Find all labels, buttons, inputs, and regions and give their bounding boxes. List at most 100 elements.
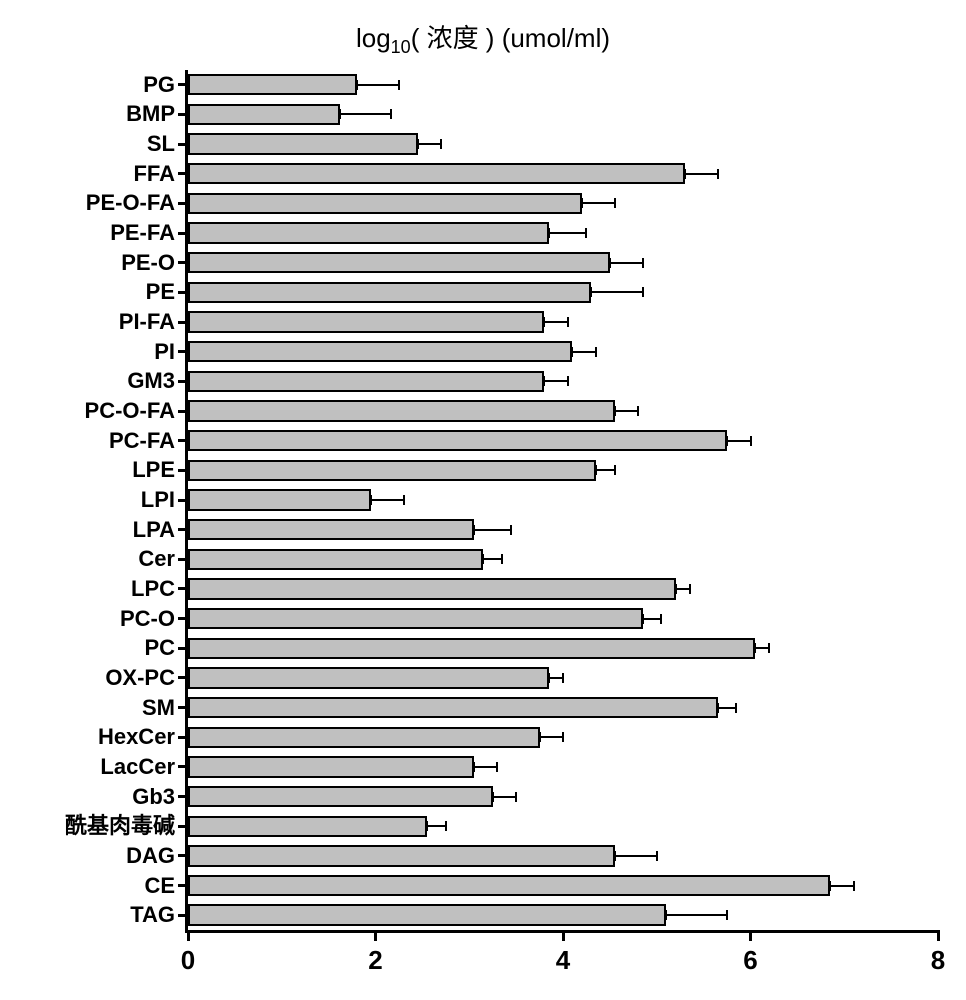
error-bar-cap — [398, 80, 400, 90]
bar — [188, 74, 357, 95]
y-axis-tick — [178, 232, 188, 235]
y-axis-label: TAG — [130, 904, 175, 926]
bar — [188, 727, 540, 748]
y-axis-label: OX-PC — [105, 667, 175, 689]
error-bar-line — [549, 677, 563, 679]
bar — [188, 519, 474, 540]
bar — [188, 756, 474, 777]
y-axis-label: PG — [143, 74, 175, 96]
error-bar-cap — [735, 703, 737, 713]
bar — [188, 578, 676, 599]
error-bar-line — [493, 796, 516, 798]
error-bar-cap — [543, 317, 545, 327]
bar — [188, 193, 582, 214]
error-bar-cap — [473, 762, 475, 772]
y-axis-tick — [178, 380, 188, 383]
error-bar-cap — [660, 614, 662, 624]
error-bar-cap — [614, 198, 616, 208]
error-bar-cap — [403, 495, 405, 505]
bar — [188, 163, 685, 184]
y-axis-label: PC-O — [120, 608, 175, 630]
error-bar-cap — [614, 406, 616, 416]
y-axis-tick — [178, 202, 188, 205]
error-bar-line — [718, 707, 737, 709]
error-bar-line — [483, 558, 502, 560]
error-bar-cap — [510, 525, 512, 535]
error-bar-line — [596, 469, 615, 471]
bar — [188, 252, 610, 273]
error-bar-line — [666, 914, 727, 916]
error-bar-line — [685, 173, 718, 175]
y-axis-label: PI — [154, 341, 175, 363]
y-axis-label: LPI — [141, 489, 175, 511]
error-bar-line — [830, 885, 853, 887]
x-axis-tick-label: 8 — [931, 945, 945, 976]
bar — [188, 104, 340, 125]
error-bar-cap — [689, 584, 691, 594]
error-bar-cap — [548, 228, 550, 238]
y-axis-tick — [178, 587, 188, 590]
bar — [188, 904, 666, 925]
y-axis-tick — [178, 617, 188, 620]
error-bar-cap — [717, 169, 719, 179]
error-bar-cap — [675, 584, 677, 594]
y-axis-tick — [178, 795, 188, 798]
bar — [188, 371, 544, 392]
x-axis-tick — [562, 930, 565, 941]
error-bar-cap — [543, 376, 545, 386]
bar — [188, 786, 493, 807]
error-bar-cap — [492, 792, 494, 802]
error-bar-line — [643, 618, 662, 620]
y-axis-label: SL — [147, 133, 175, 155]
y-axis-label: GM3 — [127, 370, 175, 392]
y-axis-tick — [178, 410, 188, 413]
error-bar-cap — [567, 376, 569, 386]
error-bar-cap — [590, 287, 592, 297]
bar — [188, 697, 718, 718]
y-axis-labels: PGBMPSLFFAPE-O-FAPE-FAPE-OPEPI-FAPIGM3PC… — [30, 70, 175, 930]
error-bar-cap — [390, 109, 392, 119]
y-axis-tick — [178, 321, 188, 324]
error-bar-cap — [665, 910, 667, 920]
y-axis-label: CE — [144, 875, 175, 897]
bar — [188, 816, 427, 837]
bar — [188, 133, 418, 154]
error-bar-line — [755, 647, 769, 649]
y-axis-label: 酰基肉毒碱 — [65, 815, 175, 837]
error-bar-cap — [440, 139, 442, 149]
y-axis-label: DAG — [126, 845, 175, 867]
error-bar-line — [371, 499, 404, 501]
y-axis-label: SM — [142, 697, 175, 719]
error-bar-cap — [637, 406, 639, 416]
error-bar-cap — [356, 80, 358, 90]
error-bar-cap — [581, 198, 583, 208]
error-bar-cap — [548, 673, 550, 683]
y-axis-label: LacCer — [100, 756, 175, 778]
error-bar-line — [582, 202, 615, 204]
bar — [188, 845, 615, 866]
y-axis-label: PE-O-FA — [86, 192, 175, 214]
y-axis-label: LPE — [132, 459, 175, 481]
error-bar-cap — [445, 821, 447, 831]
plot-wrap: PGBMPSLFFAPE-O-FAPE-FAPE-OPEPI-FAPIGM3PC… — [30, 70, 946, 970]
error-bar-cap — [496, 762, 498, 772]
error-bar-line — [357, 84, 399, 86]
error-bar-line — [544, 380, 567, 382]
error-bar-cap — [426, 821, 428, 831]
y-axis-tick — [178, 884, 188, 887]
y-axis-tick — [178, 143, 188, 146]
y-axis-label: PE — [146, 281, 175, 303]
y-axis-label: HexCer — [98, 726, 175, 748]
x-axis-tick-label: 4 — [556, 945, 570, 976]
y-axis-tick — [178, 439, 188, 442]
error-bar-line — [427, 825, 446, 827]
bar — [188, 282, 591, 303]
error-bar-line — [544, 321, 567, 323]
bar — [188, 400, 615, 421]
error-bar-cap — [614, 851, 616, 861]
bar — [188, 311, 544, 332]
error-bar-cap — [585, 228, 587, 238]
x-axis-tick — [374, 930, 377, 941]
error-bar-cap — [562, 732, 564, 742]
x-axis-tick-label: 6 — [743, 945, 757, 976]
